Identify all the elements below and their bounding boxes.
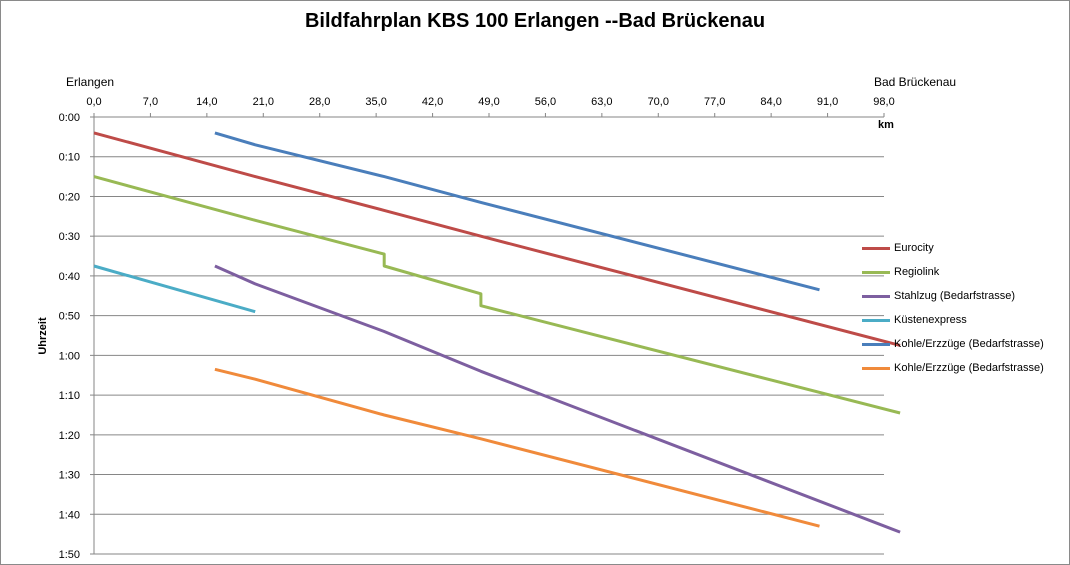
y-tick-label: 0:20	[59, 191, 80, 203]
legend-label: Eurocity	[894, 242, 934, 254]
x-tick-label: 28,0	[309, 96, 330, 108]
y-tick-label: 0:40	[59, 271, 80, 283]
legend-item: Kohle/Erzzüge (Bedarfstrasse)	[862, 332, 1044, 356]
grid-lines	[90, 117, 884, 554]
x-tick-label: 21,0	[253, 96, 274, 108]
axes	[94, 113, 884, 554]
legend: Eurocity Regiolink Stahlzug (Bedarfstrasse…	[862, 236, 1044, 380]
y-axis-label: Uhrzeit	[37, 317, 49, 355]
y-tick-labels: 0:00 0:10 0:20 0:30 0:40 0:50 1:00 1:10 1:20 1:30…	[59, 112, 80, 561]
legend-label: Kohle/Erzzüge (Bedarfstrasse)	[894, 362, 1044, 374]
y-tick-label: 1:00	[59, 350, 80, 362]
x-tick-label: 42,0	[422, 96, 443, 108]
x-axis-label: km	[878, 119, 894, 131]
x-tick-label: 77,0	[704, 96, 725, 108]
legend-swatch	[862, 367, 890, 370]
x-tick-label: 49,0	[478, 96, 499, 108]
legend-item: Regiolink	[862, 260, 1044, 284]
x-tick-label: 84,0	[760, 96, 781, 108]
legend-swatch	[862, 343, 890, 346]
y-tick-label: 1:50	[59, 549, 80, 561]
x-tick-labels: 0,0 7,0 14,0 21,0 28,0 35,0 42,0 49,0 56,0 63,0 70…	[86, 96, 894, 108]
legend-swatch	[862, 319, 890, 322]
series-line-3	[215, 266, 900, 532]
legend-label: Küstenexpress	[894, 314, 967, 326]
legend-label: Kohle/Erzzüge (Bedarfstrasse)	[894, 338, 1044, 350]
legend-swatch	[862, 295, 890, 298]
y-tick-label: 0:30	[59, 231, 80, 243]
y-tick-label: 0:10	[59, 152, 80, 164]
legend-label: Stahlzug (Bedarfstrasse)	[894, 290, 1015, 302]
x-tick-label: 7,0	[143, 96, 158, 108]
y-tick-label: 0:50	[59, 311, 80, 323]
legend-item: Kohle/Erzzüge (Bedarfstrasse)	[862, 356, 1044, 380]
legend-item: Stahlzug (Bedarfstrasse)	[862, 284, 1044, 308]
x-tick-label: 35,0	[365, 96, 386, 108]
series-line-1	[94, 133, 900, 346]
x-tick-label: 70,0	[648, 96, 669, 108]
y-tick-label: 1:40	[59, 509, 80, 521]
x-tick-label: 91,0	[817, 96, 838, 108]
x-tick-label: 14,0	[196, 96, 217, 108]
y-tick-label: 1:20	[59, 430, 80, 442]
y-tick-label: 0:00	[59, 112, 80, 124]
x-tick-label: 98,0	[873, 96, 894, 108]
legend-label: Regiolink	[894, 266, 939, 278]
y-tick-label: 1:30	[59, 470, 80, 482]
series-lines	[94, 133, 900, 532]
legend-item: Eurocity	[862, 236, 1044, 260]
x-tick-label: 56,0	[535, 96, 556, 108]
x-tick-label: 0,0	[86, 96, 101, 108]
y-tick-label: 1:10	[59, 390, 80, 402]
series-line-6	[215, 369, 820, 526]
legend-swatch	[862, 271, 890, 274]
x-tick-label: 63,0	[591, 96, 612, 108]
legend-swatch	[862, 247, 890, 250]
legend-item: Küstenexpress	[862, 308, 1044, 332]
